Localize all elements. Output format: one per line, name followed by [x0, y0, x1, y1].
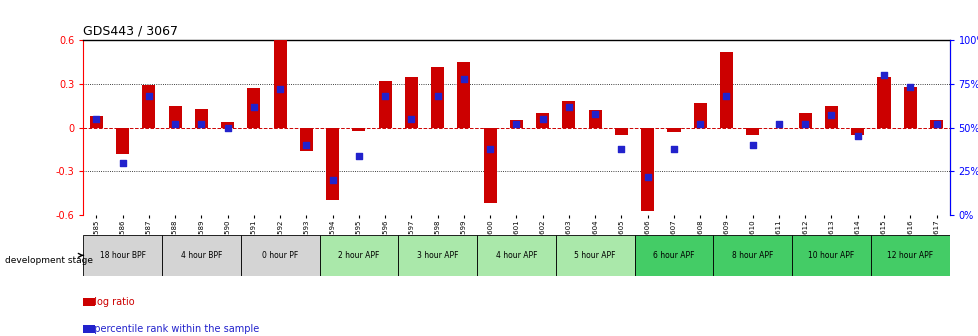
Bar — [195, 109, 207, 128]
Text: log ratio: log ratio — [88, 297, 135, 307]
Bar — [745, 128, 759, 135]
Point — [613, 146, 629, 151]
Point — [718, 93, 734, 99]
Bar — [221, 122, 234, 128]
Point — [456, 76, 471, 81]
Point — [114, 160, 130, 165]
Point — [902, 85, 917, 90]
Point — [88, 116, 104, 122]
Bar — [241, 235, 319, 276]
Bar — [713, 235, 791, 276]
Text: 4 hour APF: 4 hour APF — [495, 251, 537, 260]
Point — [377, 93, 392, 99]
Bar — [876, 77, 890, 128]
Bar — [398, 235, 476, 276]
Bar — [476, 235, 556, 276]
Bar — [641, 128, 653, 211]
Bar — [667, 128, 680, 132]
Bar — [161, 235, 241, 276]
Point — [640, 174, 655, 179]
Text: 8 hour APF: 8 hour APF — [732, 251, 773, 260]
Bar — [693, 103, 706, 128]
Point — [272, 87, 288, 92]
Point — [849, 134, 865, 139]
Text: 12 hour APF: 12 hour APF — [886, 251, 932, 260]
Point — [482, 146, 498, 151]
Point — [167, 122, 183, 127]
Bar — [116, 128, 129, 154]
Point — [351, 153, 367, 158]
Text: 0 hour PF: 0 hour PF — [262, 251, 298, 260]
Text: 4 hour BPF: 4 hour BPF — [181, 251, 222, 260]
Point — [822, 113, 838, 118]
Text: GDS443 / 3067: GDS443 / 3067 — [83, 25, 178, 38]
Text: 5 hour APF: 5 hour APF — [574, 251, 615, 260]
Bar — [273, 40, 287, 128]
Bar — [510, 120, 522, 128]
Point — [298, 142, 314, 148]
Bar — [634, 235, 713, 276]
Point — [665, 146, 681, 151]
Point — [560, 104, 576, 110]
Bar — [824, 106, 837, 128]
Bar — [326, 128, 338, 201]
Text: development stage: development stage — [5, 256, 93, 265]
Text: percentile rank within the sample: percentile rank within the sample — [88, 324, 259, 334]
Text: 2 hour APF: 2 hour APF — [337, 251, 379, 260]
Bar — [319, 235, 398, 276]
Bar — [483, 128, 496, 203]
Bar — [168, 106, 182, 128]
Bar — [870, 235, 949, 276]
Bar — [405, 77, 418, 128]
Point — [194, 122, 209, 127]
Point — [509, 122, 524, 127]
Bar — [142, 85, 156, 128]
Bar — [614, 128, 627, 135]
Bar — [90, 116, 103, 128]
Bar — [299, 128, 313, 151]
Bar — [903, 87, 915, 128]
Bar — [561, 101, 575, 128]
Text: 6 hour APF: 6 hour APF — [652, 251, 694, 260]
Point — [771, 122, 786, 127]
Point — [403, 116, 419, 122]
Bar — [719, 52, 733, 128]
Point — [928, 122, 944, 127]
Point — [744, 142, 760, 148]
Point — [875, 73, 891, 78]
Bar — [791, 235, 870, 276]
Bar — [352, 128, 365, 131]
Bar — [588, 110, 601, 128]
Bar — [850, 128, 864, 135]
Text: 10 hour APF: 10 hour APF — [808, 251, 854, 260]
Text: 3 hour APF: 3 hour APF — [417, 251, 458, 260]
Bar — [378, 81, 391, 128]
Bar — [247, 88, 260, 128]
Bar — [798, 113, 811, 128]
Bar — [430, 67, 444, 128]
Bar — [457, 62, 470, 128]
Point — [429, 93, 445, 99]
Text: 18 hour BPF: 18 hour BPF — [100, 251, 146, 260]
Point — [245, 104, 261, 110]
Point — [691, 122, 707, 127]
Bar — [556, 235, 634, 276]
Bar — [929, 120, 942, 128]
Bar — [536, 113, 549, 128]
Point — [141, 93, 156, 99]
Bar — [83, 235, 161, 276]
Point — [325, 177, 340, 183]
Point — [796, 122, 812, 127]
Point — [219, 125, 235, 130]
Point — [534, 116, 550, 122]
Point — [587, 111, 602, 116]
